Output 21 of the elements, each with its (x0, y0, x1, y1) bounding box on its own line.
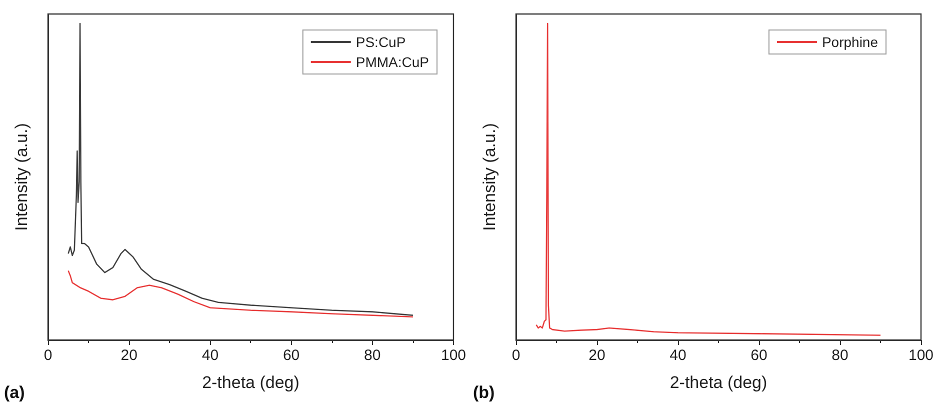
y-axis-title: Intensity (a.u.) (12, 123, 31, 231)
y-axis-title: Intensity (a.u.) (480, 123, 498, 231)
x-tick-label: 20 (120, 347, 138, 364)
x-tick-label: 80 (364, 347, 381, 364)
x-tick-label: 60 (282, 347, 300, 364)
x-tick-label: 0 (511, 347, 520, 364)
x-axis-title: 2-theta (deg) (669, 373, 767, 392)
x-tick-label: 0 (44, 347, 52, 364)
legend-label: PMMA:CuP (356, 54, 429, 70)
x-tick-label: 80 (831, 347, 848, 364)
legend-label: PS:CuP (356, 34, 406, 50)
x-axis-title: 2-theta (deg) (202, 373, 300, 392)
x-tick-label: 40 (669, 347, 686, 364)
x-tick-label: 100 (440, 347, 466, 364)
text: (a) (4, 383, 25, 402)
x-tick-label: 20 (588, 347, 605, 364)
x-tick-label: 40 (202, 347, 219, 364)
text: (b) (472, 383, 494, 402)
legend-label: Porphine (821, 34, 878, 50)
x-tick-label: 100 (908, 347, 934, 364)
x-tick-label: 60 (750, 347, 767, 364)
